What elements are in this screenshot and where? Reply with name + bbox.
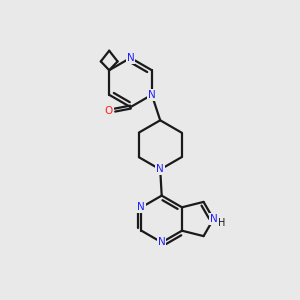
Text: N: N bbox=[148, 90, 156, 100]
Text: N: N bbox=[156, 164, 164, 175]
Text: N: N bbox=[127, 53, 134, 63]
Text: N: N bbox=[137, 202, 145, 212]
Text: O: O bbox=[105, 106, 113, 116]
Text: N: N bbox=[210, 214, 217, 224]
Text: H: H bbox=[218, 218, 225, 229]
Text: N: N bbox=[158, 237, 166, 248]
